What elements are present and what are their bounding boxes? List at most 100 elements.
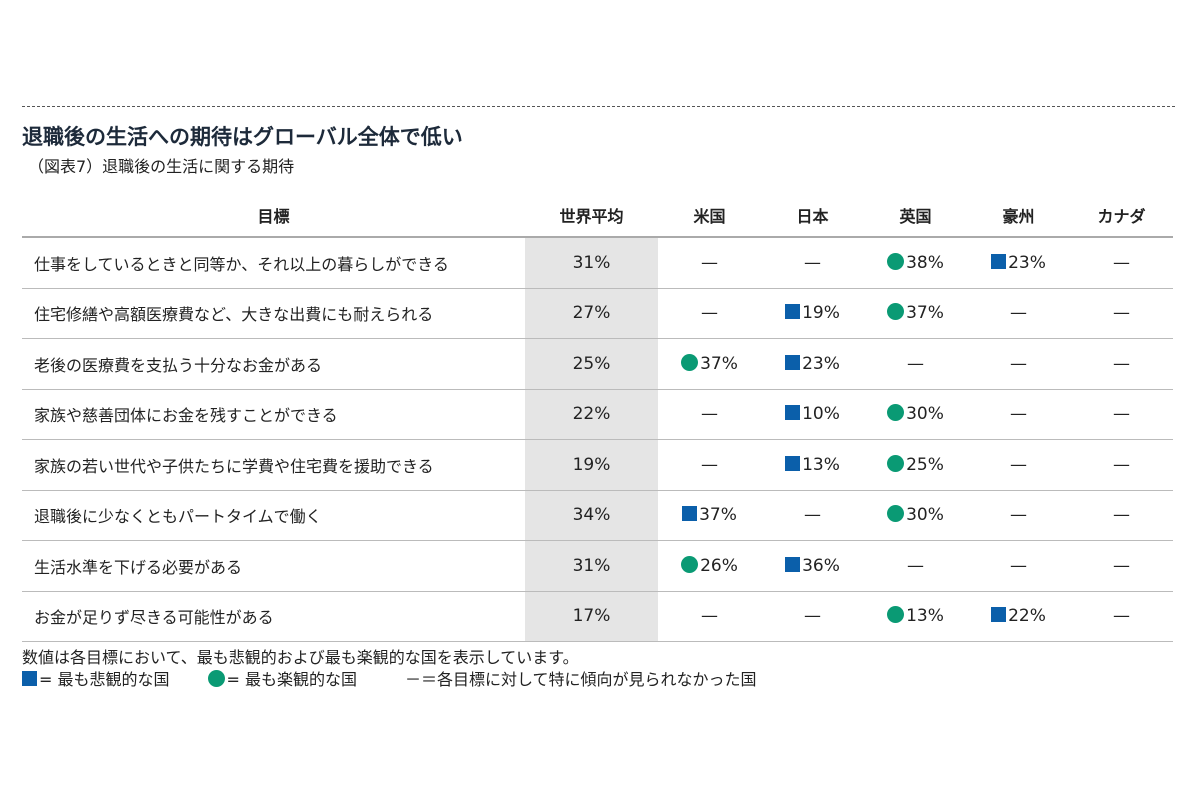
country-cell: — — [658, 389, 761, 440]
goal-cell: 退職後に少なくともパートタイムで働く — [22, 490, 525, 541]
world-average-cell: 25% — [525, 338, 658, 390]
table-row: 生活水準を下げる必要がある 31% 26% 36% — — — — [22, 540, 1173, 592]
country-cell: — — [658, 288, 761, 339]
country-cell: — — [658, 439, 761, 491]
cell-value: 22% — [1008, 606, 1046, 627]
cell-value: — — [1010, 454, 1027, 475]
goal-cell: 老後の医療費を支払う十分なお金がある — [22, 338, 525, 390]
legend-optimistic: = 最も楽観的な国 — [207, 666, 357, 690]
goal-cell: お金が足りず尽きる可能性がある — [22, 591, 525, 642]
country-cell: — — [864, 540, 967, 592]
cell-value: — — [701, 404, 718, 425]
cell-value: — — [907, 555, 924, 576]
cell-value: — — [1010, 505, 1027, 526]
pessimistic-square-icon — [991, 607, 1007, 623]
country-cell: — — [1070, 237, 1173, 289]
country-cell: — — [761, 237, 864, 289]
cell-value: — — [701, 303, 718, 324]
legend-pessimistic-label: = 最も悲観的な国 — [39, 670, 170, 689]
world-average-cell: 19% — [525, 439, 658, 491]
optimistic-circle-icon — [887, 404, 905, 422]
country-cell: 25% — [864, 439, 967, 491]
column-header: カナダ — [1070, 194, 1173, 238]
legend-pessimistic: = 最も悲観的な国 — [22, 666, 170, 690]
footnote: 数値は各目標において、最も悲観的および最も楽観的な国を表示しています。 — [22, 648, 579, 667]
column-header: 目標 — [22, 194, 525, 238]
country-cell: 38% — [864, 237, 967, 289]
table-header-row: 目標 世界平均 米国 日本 英国 豪州 カナダ — [22, 194, 1173, 238]
circle-marker-icon — [207, 670, 225, 687]
goal-cell: 家族や慈善団体にお金を残すことができる — [22, 389, 525, 440]
cell-value: — — [1010, 303, 1027, 324]
table-row: 家族や慈善団体にお金を残すことができる 22% — 10% 30% — — — [22, 389, 1173, 440]
cell-value: — — [804, 505, 821, 526]
table-row: 老後の医療費を支払う十分なお金がある 25% 37% 23% — — — — [22, 338, 1173, 390]
cell-value: 30% — [906, 505, 944, 526]
country-cell: — — [1070, 490, 1173, 541]
pessimistic-square-icon — [785, 354, 801, 370]
cell-value: — — [1010, 353, 1027, 374]
country-cell: — — [967, 540, 1070, 592]
column-header: 米国 — [658, 194, 761, 238]
country-cell: 10% — [761, 389, 864, 440]
optimistic-circle-icon — [887, 252, 905, 270]
country-cell: 30% — [864, 389, 967, 440]
cell-value: 13% — [906, 606, 944, 627]
legend: = 最も悲観的な国 = 最も楽観的な国 －＝各目標に対して特に傾向が見られなかっ… — [22, 666, 757, 690]
cell-value: — — [1010, 555, 1027, 576]
cell-value: — — [1113, 606, 1130, 627]
table-row: 家族の若い世代や子供たちに学費や住宅費を援助できる 19% — 13% 25% — — — [22, 439, 1173, 491]
column-header: 豪州 — [967, 194, 1070, 238]
country-cell: 37% — [658, 490, 761, 541]
cell-value: 36% — [802, 555, 840, 576]
country-cell: — — [967, 439, 1070, 491]
country-cell: 36% — [761, 540, 864, 592]
optimistic-circle-icon — [681, 555, 699, 573]
cell-value: 37% — [699, 505, 737, 526]
country-cell: 13% — [864, 591, 967, 642]
country-cell: — — [864, 338, 967, 390]
cell-value: — — [1113, 353, 1130, 374]
pessimistic-square-icon — [991, 253, 1007, 269]
country-cell: 26% — [658, 540, 761, 592]
country-cell: — — [967, 490, 1070, 541]
cell-value: — — [1113, 505, 1130, 526]
cell-value: — — [907, 353, 924, 374]
cell-value: — — [1113, 454, 1130, 475]
pessimistic-square-icon — [785, 556, 801, 572]
pessimistic-square-icon — [785, 455, 801, 471]
country-cell: — — [761, 490, 864, 541]
table-row: お金が足りず尽きる可能性がある 17% — — 13% 22% — — [22, 591, 1173, 642]
country-cell: — — [1070, 439, 1173, 491]
country-cell: 13% — [761, 439, 864, 491]
cell-value: — — [701, 252, 718, 273]
page-title: 退職後の生活への期待はグローバル全体で低い — [22, 125, 463, 149]
dashed-divider — [22, 106, 1175, 107]
optimistic-circle-icon — [887, 454, 905, 472]
table-row: 退職後に少なくともパートタイムで働く 34% 37% — 30% — — — [22, 490, 1173, 541]
cell-value: — — [1113, 555, 1130, 576]
world-average-cell: 31% — [525, 540, 658, 592]
goal-cell: 仕事をしているときと同等か、それ以上の暮らしができる — [22, 237, 525, 289]
country-cell: 19% — [761, 288, 864, 339]
cell-value: 26% — [700, 555, 738, 576]
optimistic-circle-icon — [681, 353, 699, 371]
cell-value: 38% — [906, 252, 944, 273]
world-average-cell: 22% — [525, 389, 658, 440]
world-average-cell: 27% — [525, 288, 658, 339]
expectations-table: 目標 世界平均 米国 日本 英国 豪州 カナダ 仕事をしているときと同等か、それ以上の暮らし… — [22, 194, 1173, 642]
column-header: 英国 — [864, 194, 967, 238]
country-cell: 22% — [967, 591, 1070, 642]
goal-cell: 生活水準を下げる必要がある — [22, 540, 525, 592]
world-average-cell: 17% — [525, 591, 658, 642]
country-cell: 23% — [967, 237, 1070, 289]
country-cell: — — [967, 389, 1070, 440]
country-cell: — — [967, 288, 1070, 339]
cell-value: 23% — [1008, 252, 1046, 273]
square-marker-icon — [22, 671, 37, 686]
country-cell: — — [1070, 540, 1173, 592]
cell-value: — — [1113, 252, 1130, 273]
figure-subtitle: （図表7）退職後の生活に関する期待 — [28, 157, 295, 176]
country-cell: — — [761, 591, 864, 642]
country-cell: — — [1070, 591, 1173, 642]
